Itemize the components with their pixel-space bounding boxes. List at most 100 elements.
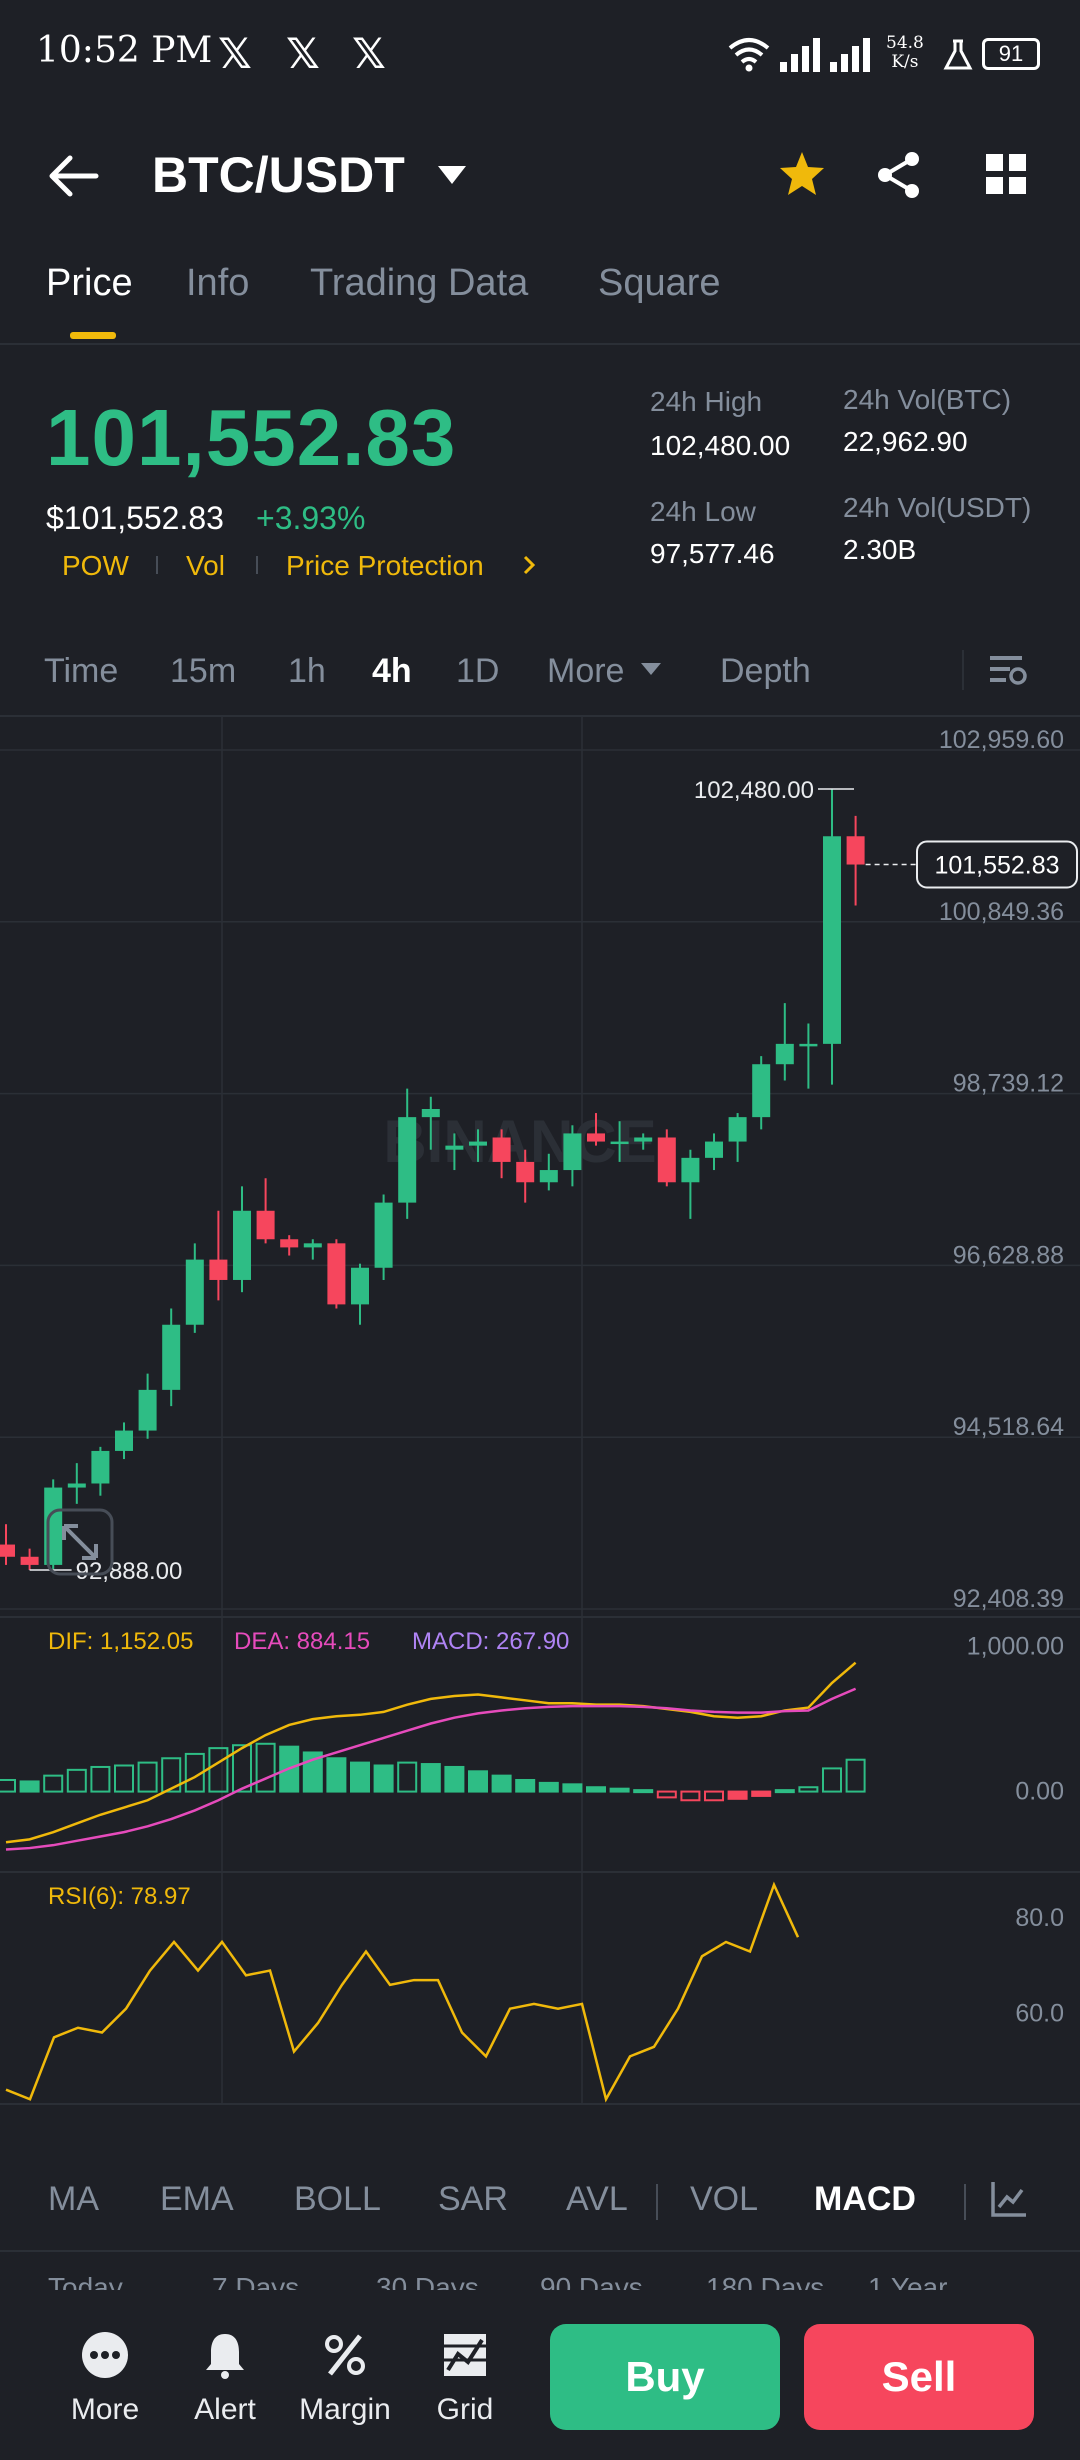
tab-price[interactable]: Price: [46, 262, 133, 304]
interval-1d[interactable]: 1D: [456, 652, 500, 690]
back-arrow-icon[interactable]: [48, 154, 102, 198]
caret-down-icon[interactable]: [436, 164, 468, 186]
interval-15m[interactable]: 15m: [170, 652, 237, 690]
candle-body: [398, 1117, 417, 1203]
macd-histogram-bar: [751, 1790, 772, 1797]
macd-histogram-bar: [114, 1764, 134, 1793]
buy-button[interactable]: Buy: [550, 2324, 780, 2430]
candle-body: [823, 836, 841, 1044]
candle-body: [115, 1430, 133, 1451]
star-favorite-icon[interactable]: [778, 150, 826, 198]
margin-percent-icon: [325, 2334, 365, 2376]
fiat-price: $101,552.83: [46, 500, 224, 536]
chart-settings-icon[interactable]: [988, 650, 1028, 690]
vol-btc-value: 22,962.90: [843, 426, 968, 457]
price-axis-label: 102,959.60: [939, 726, 1064, 754]
price-axis-label: 94,518.64: [953, 1413, 1064, 1441]
low-24h-value: 97,577.46: [650, 538, 775, 569]
macd-histogram-bar: [562, 1783, 583, 1793]
macd-histogram-bar: [609, 1787, 630, 1793]
macd-histogram-bar: [350, 1761, 370, 1793]
network-speed-value: 54.8: [886, 33, 924, 53]
price-chart[interactable]: 102,959.60 100,849.36 98,739.12 96,628.88 94…: [0, 716, 1080, 2116]
candle-body: [634, 1137, 653, 1142]
rsi-axis-label: 60.0: [1015, 1999, 1064, 2027]
grid-button[interactable]: Grid: [410, 2330, 520, 2427]
candle-body: [492, 1137, 511, 1162]
interval-1h[interactable]: 1h: [288, 652, 326, 690]
macd-histogram-bar: [774, 1789, 795, 1794]
macd-histogram-bar: [633, 1789, 654, 1794]
indicator-avl[interactable]: AVL: [566, 2180, 628, 2218]
macd-histogram-bar: [137, 1761, 158, 1793]
tab-info[interactable]: Info: [186, 262, 250, 304]
macd-histogram-bar: [798, 1786, 819, 1793]
divider: [0, 715, 1080, 717]
chart-area[interactable]: 102,959.60 100,849.36 98,739.12 96,628.88 94…: [0, 716, 1080, 2116]
macd-label: MACD: 267.90: [412, 1628, 569, 1655]
divider: [656, 2184, 658, 2220]
network-speed-unit: K/s: [891, 52, 919, 72]
alert-button[interactable]: Alert: [170, 2330, 280, 2427]
share-icon[interactable]: [874, 150, 924, 200]
expand-icon: [62, 1524, 98, 1560]
macd-histogram-bar: [727, 1790, 748, 1800]
indicator-boll[interactable]: BOLL: [294, 2180, 381, 2218]
status-time: 10:52 PM: [36, 30, 213, 71]
candle-body: [351, 1267, 369, 1305]
signal-strength-icon: [830, 38, 870, 72]
indicator-macd[interactable]: MACD: [814, 2180, 916, 2218]
macd-histogram-bar: [397, 1761, 418, 1793]
interval-more[interactable]: More: [547, 652, 625, 690]
rsi-label: RSI(6): 78.97: [48, 1883, 191, 1910]
candle-body: [610, 1141, 629, 1145]
macd-histogram-bar: [0, 1778, 16, 1793]
wifi-icon: [728, 38, 770, 72]
macd-histogram-bar: [326, 1757, 347, 1793]
caret-down-icon[interactable]: [640, 662, 662, 676]
interval-time[interactable]: Time: [44, 652, 119, 690]
current-price-label: 101,552.83: [934, 852, 1059, 880]
dif-line: [5, 1661, 857, 1844]
indicator-ema[interactable]: EMA: [160, 2180, 234, 2218]
interval-4h[interactable]: 4h: [372, 652, 412, 690]
price-axis-label: 100,849.36: [939, 898, 1064, 926]
macd-histogram-bar: [586, 1786, 606, 1793]
interval-depth[interactable]: Depth: [720, 652, 811, 690]
status-bar: 10:52 PM 𝕏 𝕏 𝕏 54.8 K/s 91: [0, 0, 1080, 110]
macd-histogram-bar: [420, 1763, 441, 1793]
indicator-settings-icon[interactable]: [990, 2180, 1028, 2218]
pair-title[interactable]: BTC/USDT: [152, 147, 405, 203]
change-percent: +3.93%: [256, 500, 366, 536]
grid-menu-icon[interactable]: [984, 152, 1028, 196]
more-button[interactable]: More: [50, 2330, 160, 2427]
indicator-vol[interactable]: VOL: [690, 2180, 759, 2218]
candle-body: [563, 1133, 582, 1171]
candle-body: [516, 1161, 535, 1183]
indicator-sar[interactable]: SAR: [438, 2180, 508, 2218]
chevron-right-icon[interactable]: [522, 554, 536, 576]
macd-histogram-bar: [444, 1765, 465, 1793]
candle-body: [421, 1108, 440, 1118]
indicator-ma[interactable]: MA: [48, 2180, 99, 2218]
macd-histogram-bar: [704, 1790, 724, 1802]
last-price: 101,552.83: [46, 393, 457, 482]
candle-body: [775, 1043, 794, 1065]
candle-body: [681, 1157, 700, 1183]
sell-button[interactable]: Sell: [804, 2324, 1034, 2430]
network-speed: 54.8 K/s: [886, 34, 924, 72]
app-header: BTC/USDT: [0, 110, 1080, 240]
tag-price-protection[interactable]: Price Protection: [286, 550, 484, 581]
tag-vol[interactable]: Vol: [186, 550, 225, 581]
macd-histogram-bar: [373, 1764, 394, 1793]
high-marker-label: 102,480.00: [694, 777, 814, 804]
candle-body: [469, 1141, 487, 1146]
tag-pow[interactable]: POW: [62, 550, 129, 581]
low-marker-label: 92,888.00: [76, 1558, 183, 1585]
margin-button[interactable]: Margin: [290, 2330, 400, 2427]
tab-square[interactable]: Square: [598, 262, 721, 304]
candle-body: [327, 1243, 346, 1305]
tab-trading-data[interactable]: Trading Data: [310, 262, 529, 304]
candle-body: [67, 1483, 86, 1488]
more-label: More: [70, 2393, 140, 2426]
